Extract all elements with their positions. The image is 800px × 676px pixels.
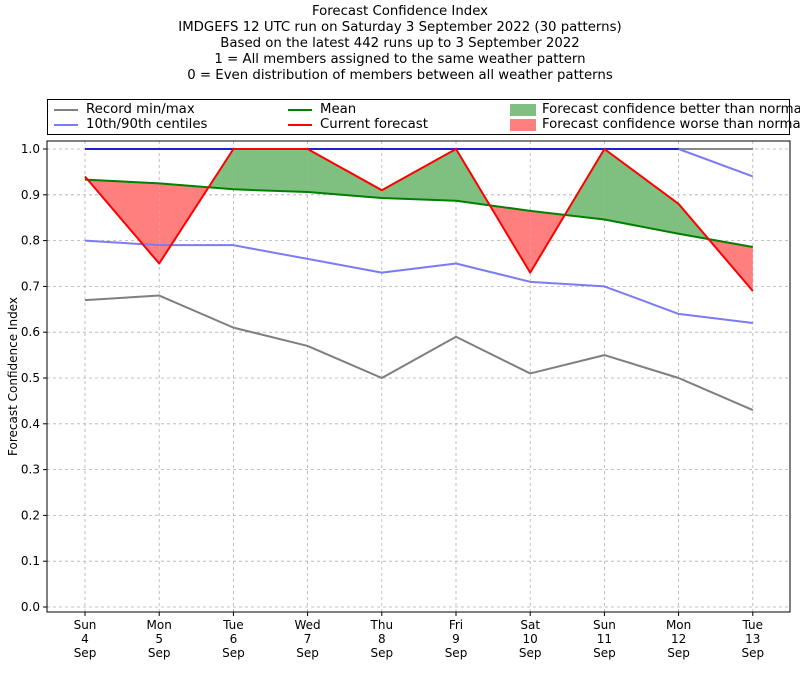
x-tick-label-line: Sun — [74, 618, 97, 632]
legend-swatch-better — [510, 104, 536, 116]
y-tick-label: 0.5 — [21, 371, 40, 385]
y-tick-label: 0.9 — [21, 188, 40, 202]
x-tick-label-line: 11 — [597, 632, 612, 646]
chart-subtitle-scale-max: 1 = All members assigned to the same wea… — [214, 52, 586, 67]
legend-swatch-worse — [510, 119, 536, 131]
y-axis-label: Forecast Confidence Index — [6, 297, 20, 456]
y-tick-label: 0.2 — [21, 508, 40, 522]
x-tick-label-line: Sep — [148, 646, 171, 660]
x-tick-label-line: Sat — [520, 618, 540, 632]
x-tick-label: Tue 6 Sep — [222, 618, 245, 660]
x-tick-label-line: Sep — [519, 646, 542, 660]
x-tick-label-line: Tue — [222, 618, 244, 632]
y-tick-label: 1.0 — [21, 142, 40, 156]
chart-title: Forecast Confidence Index — [311, 4, 489, 19]
y-tick-label: 0.4 — [21, 417, 40, 431]
x-tick-label-line: 5 — [155, 632, 163, 646]
x-tick-label-line: Sep — [222, 646, 245, 660]
series-record-min-line — [84, 294, 754, 411]
x-tick-label-line: Sep — [741, 646, 764, 660]
x-tick-label-line: 10 — [523, 632, 538, 646]
y-tick-label: 0.7 — [21, 279, 40, 293]
x-tick-label-line: 13 — [745, 632, 760, 646]
x-tick-label-line: Sun — [593, 618, 616, 632]
x-tick-label: Mon 12 Sep — [666, 618, 691, 660]
x-tick-label-line: 8 — [378, 632, 386, 646]
x-tick-label-line: Mon — [147, 618, 172, 632]
series-10th-centile-line — [84, 239, 753, 325]
legend-label-centiles: 10th/90th centiles — [86, 117, 208, 132]
plot-frame — [46, 140, 791, 613]
legend-label-worse: Forecast confidence worse than normal — [542, 117, 800, 132]
x-tick-label-line: Tue — [742, 618, 764, 632]
chart-legend: Record min/max 10th/90th centiles Mean C… — [47, 99, 800, 135]
y-tick-label: 0.8 — [21, 234, 40, 248]
fill-better-than-normal — [381, 149, 456, 201]
x-tick-label-line: 12 — [671, 632, 686, 646]
legend-label-current: Current forecast — [320, 117, 428, 132]
series-current-forecast-line — [84, 148, 754, 292]
fill-better-than-normal — [233, 149, 308, 193]
series-mean-line — [84, 178, 753, 248]
x-tick-label-line: Thu — [370, 618, 394, 632]
x-tick-label: Tue 13 Sep — [741, 618, 764, 660]
fill-better-than-normal — [307, 149, 382, 199]
x-tick-label: Sun 4 Sep — [74, 618, 97, 660]
chart-title-block: Forecast Confidence Index IMDGEFS 12 UTC… — [0, 4, 800, 84]
x-tick-label-line: Sep — [296, 646, 319, 660]
legend-swatch-centiles — [54, 124, 78, 126]
y-tick-label: 0.0 — [21, 600, 40, 614]
legend-label-mean: Mean — [320, 102, 357, 117]
x-tick-label: Sun 11 Sep — [593, 618, 616, 660]
fill-better-than-normal — [604, 149, 679, 234]
x-tick-label-line: Wed — [295, 618, 321, 632]
legend-label-better: Forecast confidence better than normal — [542, 102, 800, 117]
x-tick-label-line: Sep — [370, 646, 393, 660]
legend-label-record: Record min/max — [86, 102, 195, 117]
x-tick-label-line: Sep — [74, 646, 97, 660]
x-tick-label: Fri 9 Sep — [445, 618, 468, 660]
x-tick-label-line: Fri — [449, 618, 463, 632]
x-tick-label: Thu 8 Sep — [370, 618, 394, 660]
x-tick-label-line: 4 — [81, 632, 89, 646]
y-tick-label: 0.6 — [21, 325, 40, 339]
legend-swatch-current — [288, 124, 312, 126]
x-tick-label-line: Sep — [445, 646, 468, 660]
x-tick-label-line: Sep — [667, 646, 690, 660]
x-tick-label-line: Mon — [666, 618, 691, 632]
x-tick-label-line: 7 — [304, 632, 312, 646]
chart-subtitle-basis: Based on the latest 442 runs up to 3 Sep… — [220, 36, 580, 51]
x-tick-label-line: 6 — [230, 632, 238, 646]
x-tick-label: Mon 5 Sep — [147, 618, 172, 660]
x-tick-label: Wed 7 Sep — [295, 618, 321, 660]
x-tick-label-line: 9 — [452, 632, 460, 646]
chart-subtitle-run: IMDGEFS 12 UTC run on Saturday 3 Septemb… — [178, 20, 622, 35]
chart-subtitle-scale-min: 0 = Even distribution of members between… — [187, 68, 613, 83]
x-tick-label-line: Sep — [593, 646, 616, 660]
legend-swatch-record — [54, 109, 78, 111]
x-tick-label: Sat 10 Sep — [519, 618, 542, 660]
y-tick-label: 0.1 — [21, 554, 40, 568]
legend-swatch-mean — [288, 109, 312, 111]
y-tick-label: 0.3 — [21, 463, 40, 477]
